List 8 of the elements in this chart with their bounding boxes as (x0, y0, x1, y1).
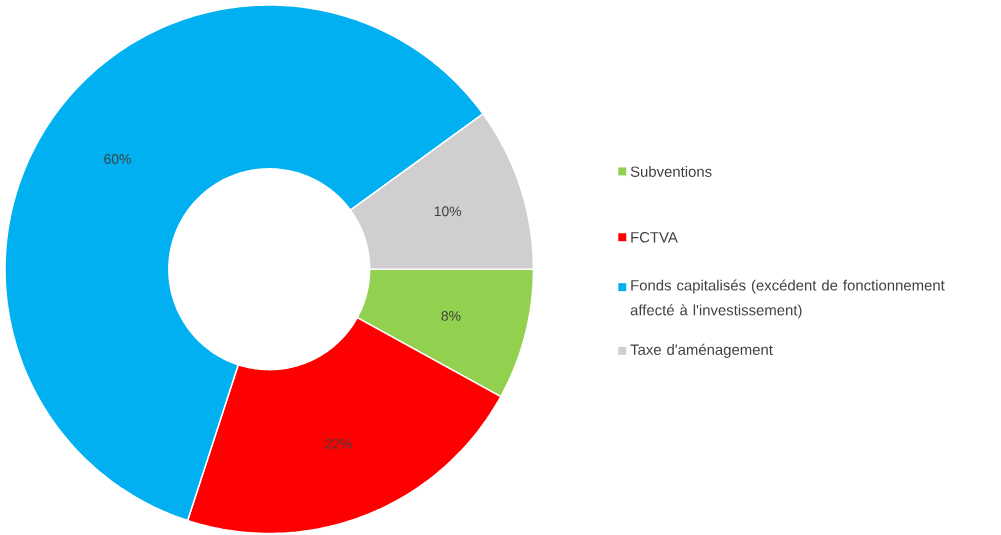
legend-label: Subventions (630, 166, 712, 178)
legend-label: Taxe d'aménagement (630, 344, 773, 359)
legend-label: FCTVA (631, 232, 678, 243)
data-label: 22% (325, 438, 352, 449)
data-label: 8% (441, 311, 461, 322)
legend-label: Fonds capitalisés (excédent de fonctionnement affecté à l'investissement) (630, 279, 945, 319)
data-label: 10% (434, 206, 462, 217)
data-label: 60% (104, 154, 131, 165)
